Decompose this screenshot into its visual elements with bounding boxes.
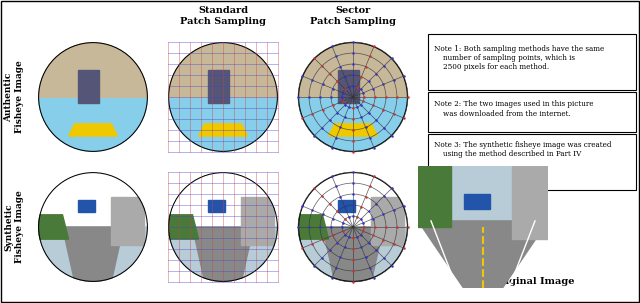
Polygon shape xyxy=(111,197,144,245)
Polygon shape xyxy=(38,42,148,97)
Polygon shape xyxy=(168,227,278,282)
Polygon shape xyxy=(193,227,253,282)
Polygon shape xyxy=(339,200,355,212)
FancyBboxPatch shape xyxy=(428,34,636,90)
Text: Authentic
Fisheye Image: Authentic Fisheye Image xyxy=(4,61,24,133)
Polygon shape xyxy=(298,227,408,282)
Polygon shape xyxy=(168,97,278,152)
Bar xyxy=(418,166,451,227)
Polygon shape xyxy=(38,227,148,282)
Polygon shape xyxy=(298,42,408,97)
Polygon shape xyxy=(323,227,383,282)
Polygon shape xyxy=(78,200,95,212)
Text: Synthetic
Fisheye Image: Synthetic Fisheye Image xyxy=(4,191,24,263)
Text: Original Image: Original Image xyxy=(492,278,574,287)
Text: Note 2: The two images used in this picture
    was downloaded from the internet: Note 2: The two images used in this pict… xyxy=(434,100,593,118)
Polygon shape xyxy=(63,227,124,282)
Polygon shape xyxy=(209,200,225,212)
Polygon shape xyxy=(168,42,278,97)
Polygon shape xyxy=(209,70,229,103)
Text: Note 3: The synthetic fisheye image was created
    using the method described i: Note 3: The synthetic fisheye image was … xyxy=(434,141,611,167)
Text: Synthetic fisheye dataset: Synthetic fisheye dataset xyxy=(434,166,536,174)
Text: Standard
Patch Sampling: Standard Patch Sampling xyxy=(180,6,266,26)
Polygon shape xyxy=(38,215,68,239)
Polygon shape xyxy=(298,97,408,152)
FancyBboxPatch shape xyxy=(428,134,636,190)
Bar xyxy=(418,166,548,221)
Polygon shape xyxy=(339,70,359,103)
Polygon shape xyxy=(38,97,148,152)
Polygon shape xyxy=(78,70,99,103)
Polygon shape xyxy=(168,215,198,239)
Text: Sector
Patch Sampling: Sector Patch Sampling xyxy=(310,6,396,26)
Polygon shape xyxy=(418,221,548,288)
Bar xyxy=(463,194,490,209)
Polygon shape xyxy=(328,124,378,136)
Polygon shape xyxy=(298,215,328,239)
Bar xyxy=(511,166,548,239)
Polygon shape xyxy=(371,197,404,245)
Polygon shape xyxy=(198,124,248,136)
Polygon shape xyxy=(68,124,117,136)
Text: Note 1: Both sampling methods have the same
    number of sampling points, which: Note 1: Both sampling methods have the s… xyxy=(434,45,604,71)
FancyBboxPatch shape xyxy=(428,92,636,132)
Polygon shape xyxy=(241,197,275,245)
